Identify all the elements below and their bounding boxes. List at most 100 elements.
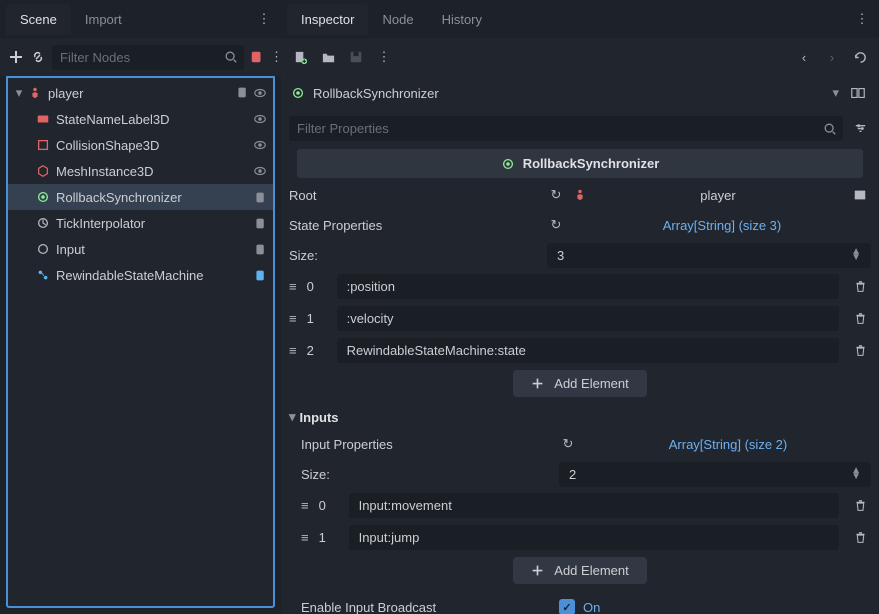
load-resource-icon[interactable] (317, 46, 339, 68)
size-value: 2 (569, 467, 851, 482)
add-node-icon[interactable] (8, 46, 24, 68)
delete-icon[interactable] (849, 339, 871, 361)
visibility-icon[interactable] (253, 164, 267, 178)
new-resource-icon[interactable] (289, 46, 311, 68)
drag-handle-icon[interactable]: ≡ (289, 279, 297, 294)
characterbody3d-icon (573, 188, 587, 202)
array-item-value[interactable]: :position (337, 274, 839, 299)
tab-inspector[interactable]: Inspector (287, 4, 368, 35)
tree-row[interactable]: RewindableStateMachine (8, 262, 273, 288)
link-scene-icon[interactable] (30, 46, 46, 68)
prop-inputprops-label: Input Properties (301, 437, 551, 452)
array-type-link[interactable]: Array[String] (size 2) (585, 437, 871, 452)
script-toggle-icon[interactable] (250, 46, 264, 68)
search-icon (823, 122, 837, 136)
delete-icon[interactable] (849, 526, 871, 548)
prop-broadcast-label: Enable Input Broadcast (301, 600, 551, 614)
prop-stateprops-label: State Properties (289, 218, 539, 233)
delete-icon[interactable] (849, 275, 871, 297)
filter-properties-input[interactable] (289, 116, 843, 141)
nodepath-value[interactable]: player (595, 188, 841, 203)
chevron-down-icon[interactable]: ▾ (12, 85, 26, 101)
array-item-row: ≡ 1 Input:jump (289, 521, 871, 553)
tab-menu-icon[interactable]: ⋮ (253, 8, 275, 30)
visibility-icon[interactable] (253, 138, 267, 152)
collisionshape3d-icon (34, 136, 52, 154)
history-back-icon[interactable]: ‹ (793, 46, 815, 68)
inputs-section-header[interactable]: ▾ Inputs (289, 405, 871, 429)
script-icon[interactable] (254, 191, 267, 204)
tree-row[interactable]: TickInterpolator (8, 210, 273, 236)
reset-icon[interactable]: ↻ (559, 436, 577, 452)
class-header[interactable]: RollbackSynchronizer (297, 149, 863, 178)
array-item-row: ≡ 0 Input:movement (289, 489, 871, 521)
visibility-icon[interactable] (253, 86, 267, 100)
array-index: 1 (319, 530, 339, 545)
drag-handle-icon[interactable]: ≡ (301, 498, 309, 513)
tree-root-row[interactable]: ▾ player (8, 80, 273, 106)
reset-icon[interactable]: ↻ (547, 187, 565, 203)
script-icon[interactable] (254, 217, 267, 230)
array-item-value[interactable]: RewindableStateMachine:state (337, 338, 839, 363)
drag-handle-icon[interactable]: ≡ (289, 311, 297, 326)
plus-icon (531, 564, 544, 577)
filter-settings-icon[interactable] (849, 118, 871, 140)
array-type-link[interactable]: Array[String] (size 3) (573, 218, 871, 233)
docs-icon[interactable] (847, 82, 869, 104)
save-resource-icon[interactable] (345, 46, 367, 68)
array-item-value[interactable]: :velocity (337, 306, 839, 331)
checkbox-label: On (583, 600, 600, 614)
array-index: 1 (307, 311, 327, 326)
tree-node-label: StateNameLabel3D (56, 112, 253, 127)
tree-node-label: RollbackSynchronizer (56, 190, 254, 205)
tree-row[interactable]: CollisionShape3D (8, 132, 273, 158)
size-label: Size: (289, 248, 539, 263)
spinbox-arrows-icon[interactable]: ▲▼ (851, 468, 861, 480)
label3d-icon (34, 110, 52, 128)
visibility-icon[interactable] (253, 112, 267, 126)
script-icon[interactable] (236, 86, 249, 100)
size-label: Size: (301, 467, 551, 482)
tree-row[interactable]: MeshInstance3D (8, 158, 273, 184)
nodepath-edit-icon[interactable] (849, 184, 871, 206)
tree-row[interactable]: StateNameLabel3D (8, 106, 273, 132)
tickinterpolator-icon (34, 214, 52, 232)
resource-more-icon[interactable]: ⋮ (373, 46, 395, 68)
drag-handle-icon[interactable]: ≡ (301, 530, 309, 545)
drag-handle-icon[interactable]: ≡ (289, 343, 297, 358)
meshinstance3d-icon (34, 162, 52, 180)
add-element-label: Add Element (554, 376, 628, 391)
array-item-row: ≡ 2 RewindableStateMachine:state (289, 334, 871, 366)
delete-icon[interactable] (849, 494, 871, 516)
array-index: 0 (319, 498, 339, 513)
size-value: 3 (557, 248, 851, 263)
resource-type-icon (291, 86, 305, 100)
resource-dropdown-icon[interactable]: ▾ (832, 85, 839, 101)
tab-scene[interactable]: Scene (6, 4, 71, 35)
inspector-menu-icon[interactable]: ⋮ (851, 8, 873, 30)
array-index: 0 (307, 279, 327, 294)
search-icon (224, 50, 238, 64)
array-item-value[interactable]: Input:jump (349, 525, 839, 550)
array-size-spinbox[interactable]: 2 ▲▼ (559, 462, 871, 487)
script-icon[interactable] (254, 243, 267, 256)
add-element-button[interactable]: Add Element (513, 557, 646, 584)
spinbox-arrows-icon[interactable]: ▲▼ (851, 249, 861, 261)
array-size-spinbox[interactable]: 3 ▲▼ (547, 243, 871, 268)
history-icon[interactable] (849, 46, 871, 68)
checkbox[interactable]: ✓ (559, 599, 575, 614)
reset-icon[interactable]: ↻ (547, 217, 565, 233)
delete-icon[interactable] (849, 307, 871, 329)
tab-import[interactable]: Import (71, 4, 136, 35)
tab-node[interactable]: Node (368, 4, 427, 35)
tree-node-label: Input (56, 242, 254, 257)
script-icon[interactable] (254, 269, 267, 282)
history-forward-icon[interactable]: › (821, 46, 843, 68)
filter-nodes-input[interactable] (52, 45, 244, 70)
add-element-button[interactable]: Add Element (513, 370, 646, 397)
array-item-value[interactable]: Input:movement (349, 493, 839, 518)
tree-row-selected[interactable]: RollbackSynchronizer (8, 184, 273, 210)
tree-row[interactable]: Input (8, 236, 273, 262)
characterbody3d-icon (26, 84, 44, 102)
tab-history[interactable]: History (428, 4, 496, 35)
